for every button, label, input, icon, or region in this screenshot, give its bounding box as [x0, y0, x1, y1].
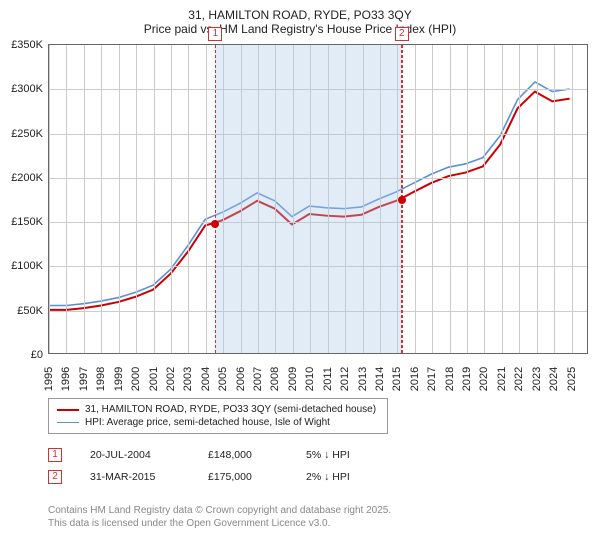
sale-point [398, 196, 406, 204]
marker-band [215, 45, 401, 353]
x-tick-label: 2010 [304, 367, 316, 391]
x-tick-label: 2003 [182, 367, 194, 391]
x-gridline [171, 45, 172, 353]
x-tick-label: 2013 [357, 367, 369, 391]
transaction-badge: 2 [48, 470, 62, 484]
x-gridline [101, 45, 102, 353]
x-gridline [484, 45, 485, 353]
legend-item: 31, HAMILTON ROAD, RYDE, PO33 3QY (semi-… [57, 403, 379, 416]
x-gridline [502, 45, 503, 353]
x-gridline [519, 45, 520, 353]
x-gridline [415, 45, 416, 353]
transaction-row: 2 31-MAR-2015 £175,000 2% ↓ HPI [48, 466, 350, 488]
transaction-delta: 2% ↓ HPI [306, 471, 350, 483]
legend-swatch [57, 422, 79, 423]
y-tick-label: £300K [11, 83, 43, 95]
x-tick-label: 2022 [513, 367, 525, 391]
x-tick-label: 2018 [444, 367, 456, 391]
y-tick-label: £100K [11, 260, 43, 272]
transaction-date: 20-JUL-2004 [90, 449, 180, 461]
chart-title: 31, HAMILTON ROAD, RYDE, PO33 3QY Price … [0, 0, 600, 40]
legend-swatch [57, 409, 79, 411]
y-tick-label: £250K [11, 128, 43, 140]
title-line1: 31, HAMILTON ROAD, RYDE, PO33 3QY [0, 8, 600, 22]
x-tick-label: 2023 [531, 367, 543, 391]
x-gridline [188, 45, 189, 353]
marker-badge: 1 [208, 27, 222, 41]
legend-item: HPI: Average price, semi-detached house,… [57, 416, 379, 429]
x-tick-label: 2015 [391, 367, 403, 391]
x-gridline [84, 45, 85, 353]
x-gridline [119, 45, 120, 353]
x-tick-label: 1996 [60, 367, 72, 391]
x-gridline [154, 45, 155, 353]
x-gridline [537, 45, 538, 353]
transaction-badge: 1 [48, 448, 62, 462]
y-tick-label: £0 [31, 349, 43, 361]
plot-area: £0£50K£100K£150K£200K£250K£300K£350K1995… [48, 44, 588, 354]
x-gridline [467, 45, 468, 353]
x-gridline [450, 45, 451, 353]
x-tick-label: 2000 [130, 367, 142, 391]
y-tick-label: £50K [17, 305, 43, 317]
sale-point [211, 220, 219, 228]
y-tick-label: £200K [11, 172, 43, 184]
transaction-price: £148,000 [208, 449, 278, 461]
transaction-row: 1 20-JUL-2004 £148,000 5% ↓ HPI [48, 444, 350, 466]
legend-label: HPI: Average price, semi-detached house,… [85, 417, 330, 428]
x-tick-label: 2001 [148, 367, 160, 391]
x-tick-label: 2020 [478, 367, 490, 391]
x-tick-label: 1995 [43, 367, 55, 391]
x-tick-label: 2014 [374, 367, 386, 391]
x-tick-label: 2025 [566, 367, 578, 391]
x-tick-label: 2012 [339, 367, 351, 391]
transactions-table: 1 20-JUL-2004 £148,000 5% ↓ HPI 2 31-MAR-2015… [48, 444, 350, 488]
x-tick-label: 2016 [409, 367, 421, 391]
x-tick-label: 2005 [217, 367, 229, 391]
marker-badge: 2 [395, 27, 409, 41]
footer-attribution: Contains HM Land Registry data © Crown c… [48, 504, 391, 530]
x-gridline [136, 45, 137, 353]
x-tick-label: 1997 [78, 367, 90, 391]
chart-container: 31, HAMILTON ROAD, RYDE, PO33 3QY Price … [0, 0, 600, 560]
x-tick-label: 2011 [322, 367, 334, 391]
transaction-date: 31-MAR-2015 [90, 471, 180, 483]
x-tick-label: 2019 [461, 367, 473, 391]
x-tick-label: 2006 [235, 367, 247, 391]
footer-line2: This data is licensed under the Open Gov… [48, 517, 391, 530]
x-tick-label: 2008 [269, 367, 281, 391]
x-tick-label: 2017 [426, 367, 438, 391]
x-tick-label: 2007 [252, 367, 264, 391]
x-tick-label: 1999 [113, 367, 125, 391]
x-gridline [572, 45, 573, 353]
legend: 31, HAMILTON ROAD, RYDE, PO33 3QY (semi-… [48, 398, 388, 434]
x-tick-label: 2024 [548, 367, 560, 391]
x-tick-label: 2002 [165, 367, 177, 391]
title-line2: Price paid vs. HM Land Registry's House … [0, 22, 600, 36]
y-tick-label: £150K [11, 216, 43, 228]
legend-label: 31, HAMILTON ROAD, RYDE, PO33 3QY (semi-… [85, 404, 376, 415]
x-gridline [432, 45, 433, 353]
transaction-delta: 5% ↓ HPI [306, 449, 350, 461]
x-tick-label: 2004 [200, 367, 212, 391]
x-tick-label: 2009 [287, 367, 299, 391]
x-gridline [554, 45, 555, 353]
x-gridline [49, 45, 50, 353]
x-tick-label: 2021 [496, 367, 508, 391]
y-tick-label: £350K [11, 39, 43, 51]
transaction-price: £175,000 [208, 471, 278, 483]
x-gridline [206, 45, 207, 353]
x-tick-label: 1998 [95, 367, 107, 391]
x-gridline [66, 45, 67, 353]
footer-line1: Contains HM Land Registry data © Crown c… [48, 504, 391, 517]
